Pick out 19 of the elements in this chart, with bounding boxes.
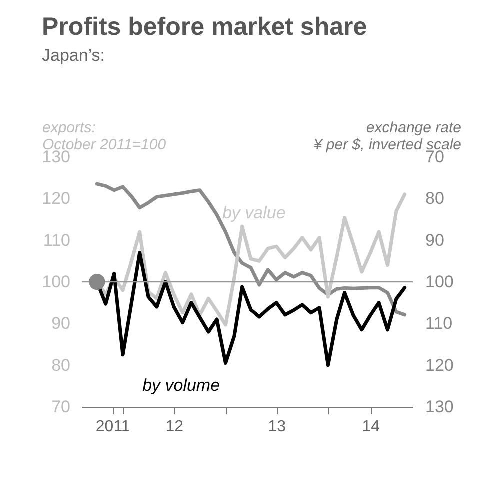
x-tick-label: 12 <box>166 418 184 436</box>
y2-tick-label: 120 <box>426 356 454 375</box>
y2-tick-label: 80 <box>426 189 444 208</box>
y2-tick-label: 100 <box>426 272 454 292</box>
x-tick-label: 2011 <box>96 418 130 436</box>
y2-tick-label: 90 <box>426 230 444 250</box>
chart-subtitle: Japan’s: <box>42 46 106 65</box>
annotation: by volume <box>142 376 220 395</box>
chart-title: Profits before market share <box>42 13 368 41</box>
x-tick-label: 13 <box>268 418 286 436</box>
y-tick-label: 110 <box>43 230 70 250</box>
y-tick-label: 100 <box>42 272 70 292</box>
y2-tick-label: 110 <box>426 314 453 334</box>
y-tick-label: 80 <box>52 356 70 375</box>
x-tick-label: 14 <box>362 418 380 436</box>
y-tick-label: 120 <box>42 189 70 208</box>
y2-tick-label: 130 <box>426 398 454 416</box>
y-tick-label: 70 <box>52 398 70 416</box>
y-tick-label: 90 <box>52 314 70 334</box>
